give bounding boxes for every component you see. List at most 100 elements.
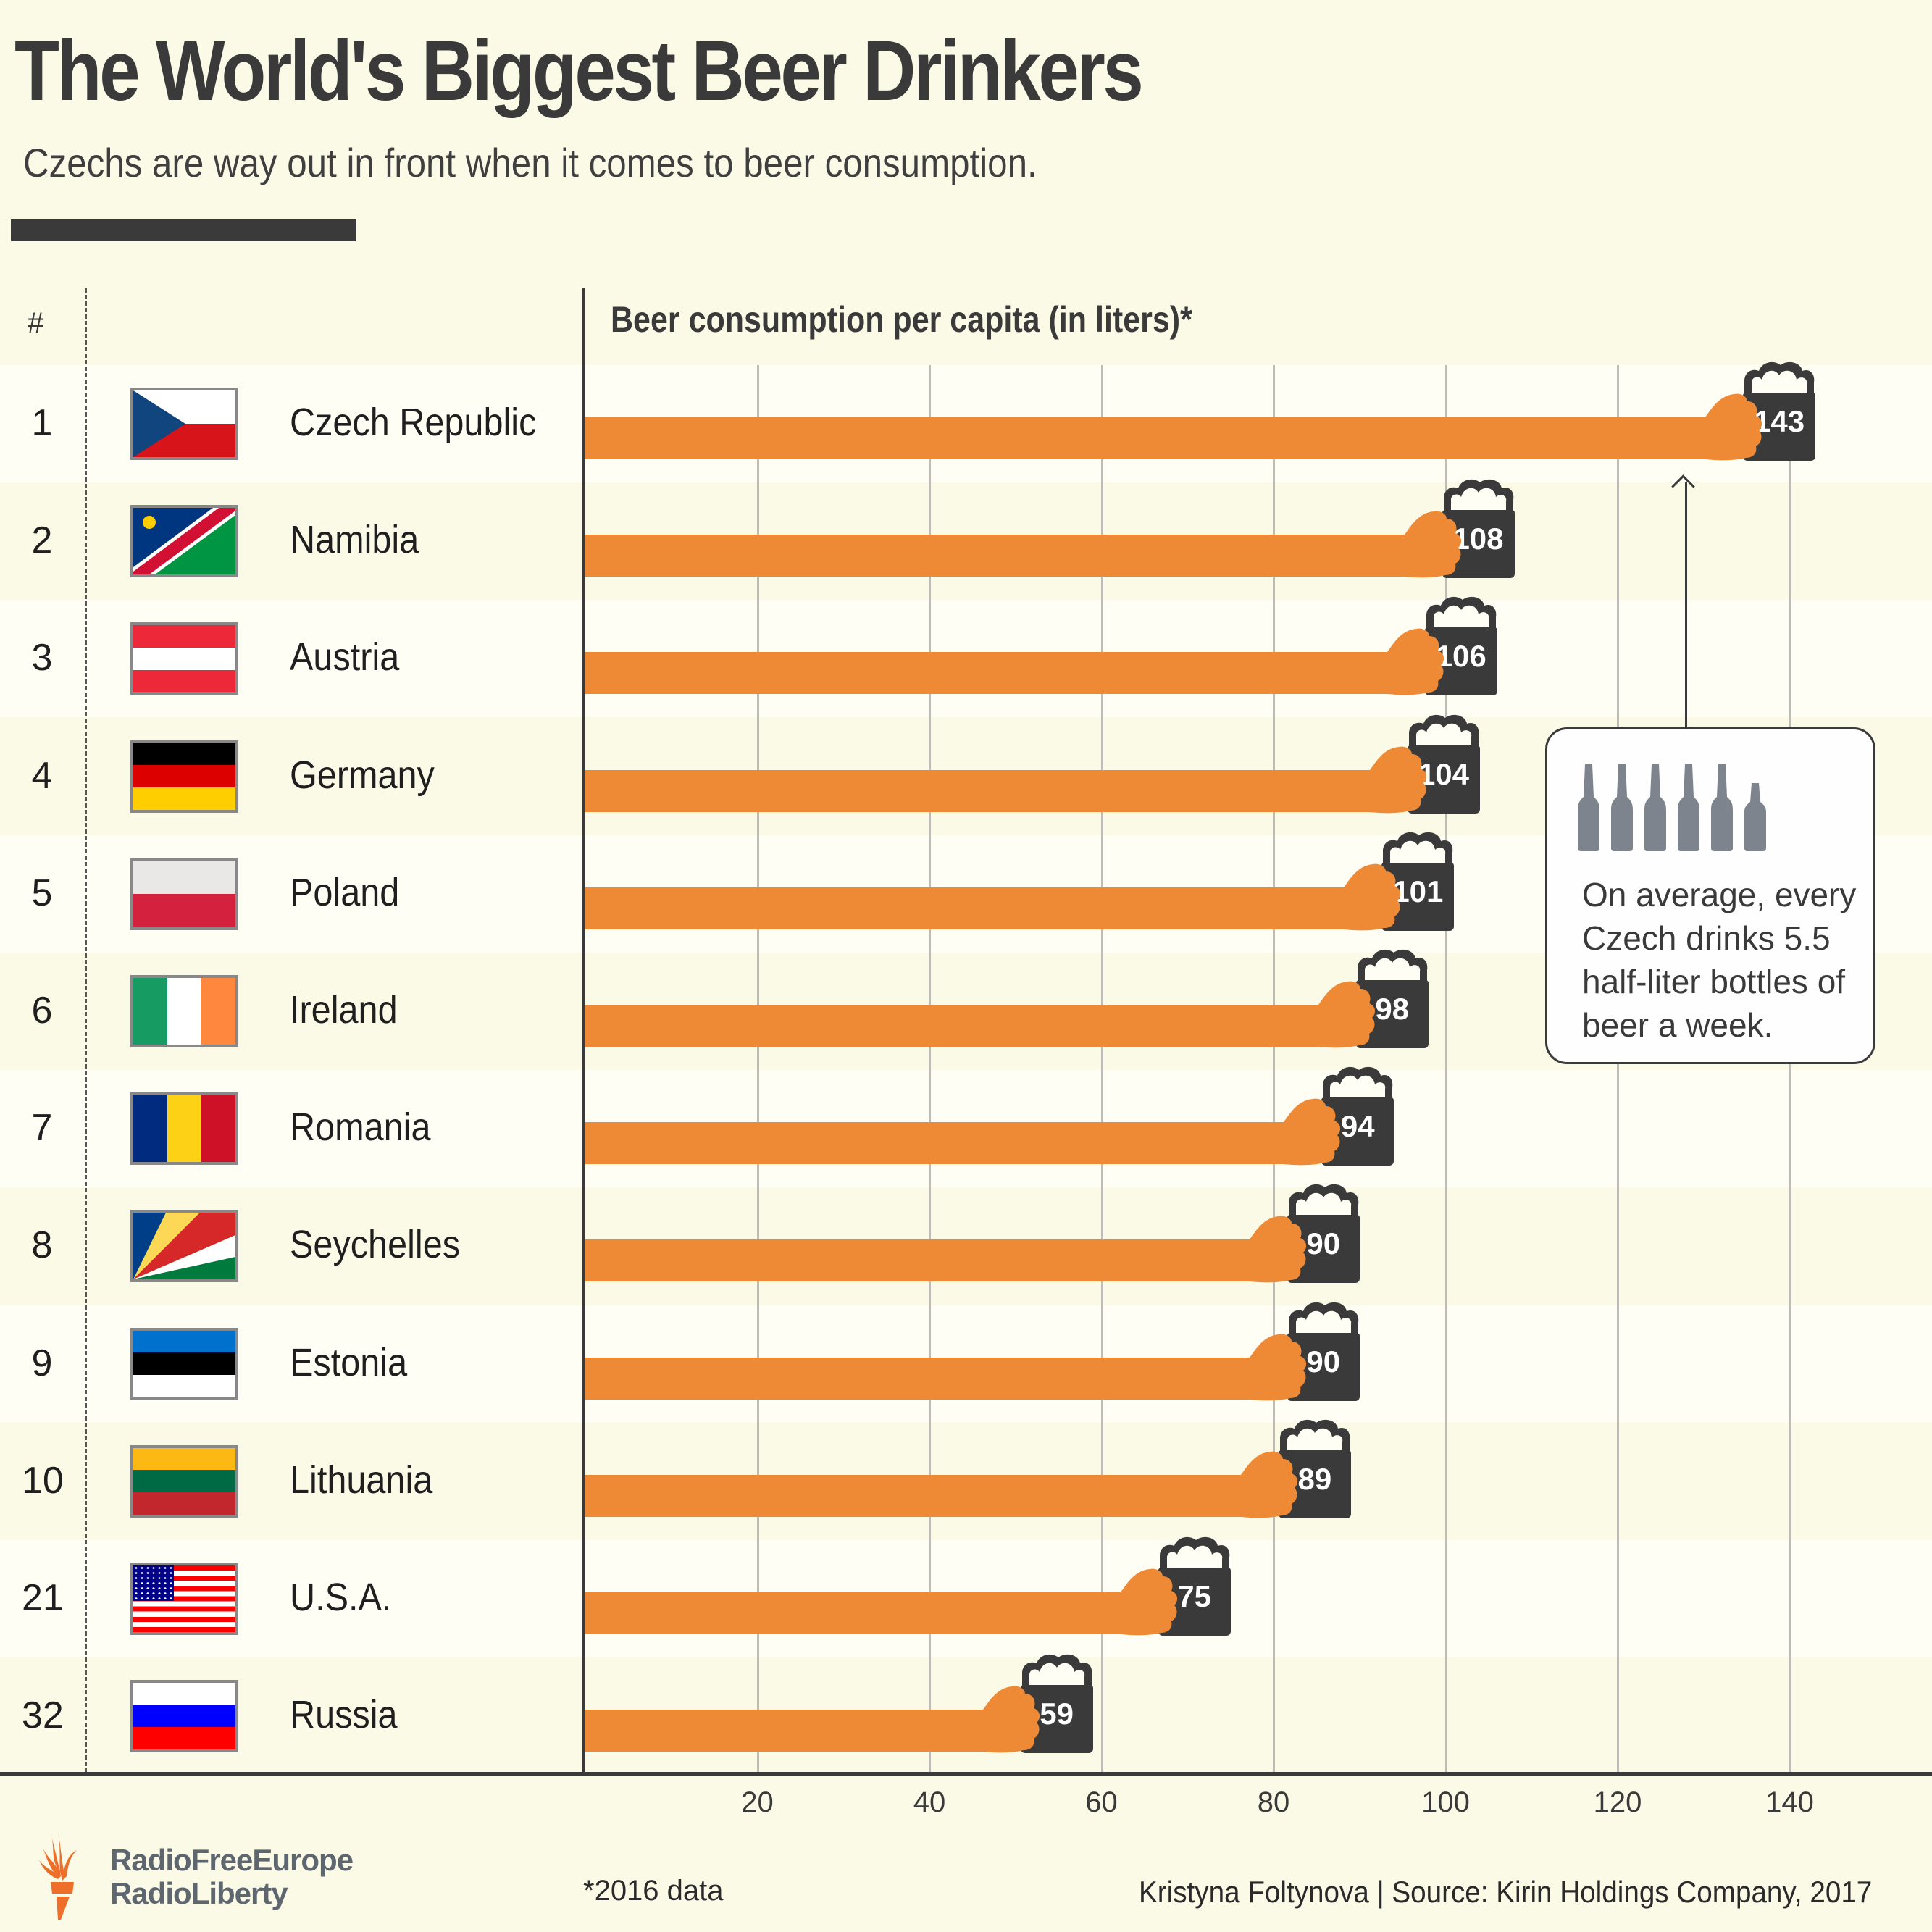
beer-foam-icon (1357, 949, 1428, 987)
bar (585, 1357, 1244, 1400)
beer-foam-icon (1021, 1655, 1092, 1693)
rank-number: 1 (31, 402, 53, 444)
table-row: 7 Romania (0, 1070, 1932, 1188)
rank-number: 10 (22, 1459, 64, 1502)
bar (585, 887, 1339, 929)
rank-number: 21 (22, 1577, 64, 1619)
beer-foam-icon (1323, 1067, 1393, 1105)
country-name: Namibia (290, 518, 419, 562)
beer-foam-icon (1426, 597, 1497, 635)
country-name: Ireland (290, 988, 398, 1032)
source-credit: Kristyna Foltynova | Source: Kirin Holdi… (1139, 1875, 1873, 1909)
beer-mug-icon: 101 (1361, 829, 1455, 931)
rank-number: 6 (31, 990, 53, 1032)
rferl-logo[interactable]: RadioFreeEurope RadioLiberty (29, 1818, 354, 1920)
callout-arrow (1685, 482, 1687, 729)
axis-title: Beer consumption per capita (in liters)* (611, 299, 1192, 340)
hand-icon (1218, 1451, 1297, 1518)
rank-divider (85, 288, 87, 1773)
beer-foam-icon (1383, 832, 1453, 870)
value-label: 108 (1452, 522, 1504, 556)
hand-icon (1262, 1098, 1341, 1166)
beer-foam-icon (1159, 1536, 1229, 1575)
logo-line-2: RadioLiberty (110, 1876, 288, 1910)
country-name: Poland (290, 870, 400, 914)
flag-estonia-icon (130, 1327, 238, 1400)
flag-ireland-icon (130, 975, 238, 1047)
beer-foam-icon (1288, 1184, 1359, 1223)
rank-column-header: # (28, 307, 44, 339)
value-label: 89 (1297, 1461, 1332, 1496)
x-axis-line (0, 1772, 1932, 1776)
country-name: Austria (290, 635, 400, 679)
value-label: 59 (1040, 1697, 1074, 1731)
gridline (1273, 365, 1275, 1772)
bar (585, 1239, 1244, 1282)
flag-germany-icon (130, 740, 238, 813)
flag-lithuania-icon (130, 1444, 238, 1518)
table-row: 21 U.S.A. (0, 1540, 1932, 1657)
country-name: Germany (290, 753, 435, 797)
gridline (1100, 365, 1103, 1772)
value-label: 143 (1754, 404, 1805, 438)
bar (585, 1710, 977, 1752)
page-title: The World's Biggest Beer Drinkers (14, 23, 1144, 119)
gridline (1444, 365, 1447, 1772)
bar (585, 1474, 1235, 1517)
y-axis-line (582, 288, 585, 1775)
value-label: 98 (1375, 992, 1410, 1026)
gridline (1617, 365, 1619, 1772)
country-name: Seychelles (290, 1223, 461, 1267)
x-tick-label: 120 (1593, 1786, 1642, 1818)
bar (585, 535, 1399, 577)
x-tick-label: 80 (1257, 1786, 1290, 1818)
beer-foam-icon (1288, 1302, 1359, 1340)
rank-number: 5 (31, 871, 53, 914)
flag-russia-icon (130, 1680, 238, 1753)
x-tick-label: 60 (1085, 1786, 1118, 1818)
hand-icon (1227, 1216, 1306, 1283)
beer-mug-icon: 75 (1137, 1534, 1231, 1636)
flag-usa-icon (130, 1563, 238, 1635)
footnote: *2016 data (583, 1875, 724, 1907)
flag-romania-icon (130, 1092, 238, 1166)
beer-foam-icon (1409, 714, 1479, 753)
rank-number: 9 (31, 1342, 53, 1384)
x-tick-label: 140 (1765, 1786, 1814, 1818)
rank-number: 32 (22, 1694, 64, 1737)
country-name: Russia (290, 1693, 398, 1737)
flag-austria-icon (130, 622, 238, 695)
logo-line-1: RadioFreeEurope (110, 1843, 354, 1877)
bar (585, 1005, 1313, 1047)
hand-icon (1684, 393, 1762, 461)
value-label: 94 (1340, 1109, 1375, 1144)
rank-number: 4 (31, 754, 53, 797)
country-name: Lithuania (290, 1458, 433, 1502)
x-tick-label: 100 (1421, 1786, 1470, 1818)
country-name: U.S.A. (290, 1576, 392, 1619)
callout-box: On average, every Czech drinks 5.5 half-… (1545, 727, 1875, 1064)
country-name: Romania (290, 1105, 431, 1150)
rank-number: 2 (31, 519, 53, 562)
country-name: Estonia (290, 1340, 408, 1384)
x-tick-label: 40 (913, 1786, 946, 1818)
bar (585, 1122, 1279, 1165)
hand-icon (1365, 628, 1444, 695)
hand-icon (1296, 981, 1375, 1048)
flag-czech-republic-icon (130, 388, 238, 460)
bar (585, 769, 1364, 812)
beer-foam-icon (1744, 361, 1815, 400)
x-tick-label: 20 (741, 1786, 774, 1818)
hand-icon (1227, 1334, 1306, 1400)
beer-bottles-icon (1578, 764, 1766, 851)
hand-icon (1382, 511, 1461, 578)
torch-icon (39, 1826, 77, 1920)
title-underline (11, 219, 356, 241)
value-label: 90 (1306, 1226, 1341, 1261)
value-label: 104 (1418, 756, 1470, 791)
bar (585, 652, 1381, 695)
rank-number: 7 (31, 1107, 53, 1150)
flag-poland-icon (130, 857, 238, 930)
flag-seychelles-icon (130, 1210, 238, 1283)
gridline (929, 365, 931, 1772)
